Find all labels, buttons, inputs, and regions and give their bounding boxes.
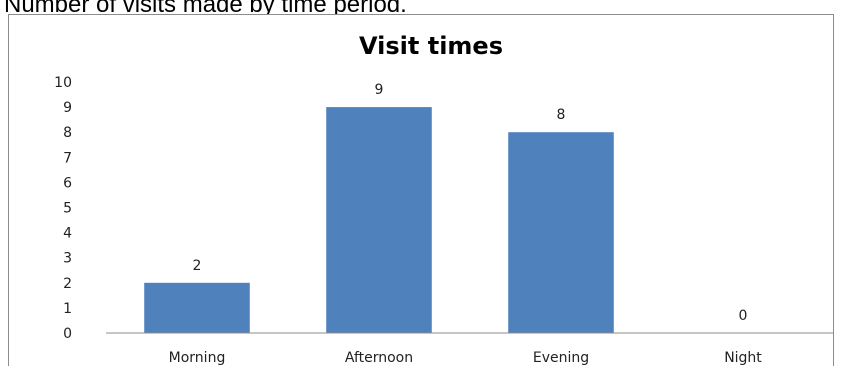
y-tick-label: 5 bbox=[63, 201, 72, 217]
y-axis: 0 1 2 3 4 5 6 7 8 9 10 bbox=[54, 75, 72, 342]
y-tick-label: 1 bbox=[63, 301, 72, 317]
y-tick-label: 9 bbox=[63, 100, 72, 116]
y-tick-label: 2 bbox=[63, 276, 72, 292]
chart-title: Visit times bbox=[359, 32, 503, 60]
y-tick-label: 6 bbox=[63, 175, 72, 191]
data-label-evening: 8 bbox=[557, 107, 566, 123]
bar-evening bbox=[508, 132, 614, 333]
y-tick-label: 8 bbox=[63, 125, 72, 141]
data-labels: 2 9 8 0 bbox=[193, 82, 748, 324]
data-label-afternoon: 9 bbox=[375, 82, 384, 98]
y-tick-label: 7 bbox=[63, 150, 72, 166]
data-label-morning: 2 bbox=[193, 258, 202, 274]
x-tick-label-morning: Morning bbox=[169, 350, 226, 366]
x-tick-label-afternoon: Afternoon bbox=[345, 350, 413, 366]
x-axis: Morning Afternoon Evening Night bbox=[169, 350, 763, 366]
y-tick-label: 3 bbox=[63, 251, 72, 267]
y-tick-label: 10 bbox=[54, 75, 72, 91]
x-tick-label-night: Night bbox=[724, 350, 762, 366]
bar-morning bbox=[144, 282, 250, 333]
data-label-night: 0 bbox=[739, 308, 748, 324]
bars bbox=[144, 107, 614, 333]
x-tick-label-evening: Evening bbox=[533, 350, 589, 366]
bar-afternoon bbox=[326, 107, 432, 333]
figure-caption: Number of visits made by time period. bbox=[4, 0, 407, 18]
y-tick-label: 4 bbox=[63, 226, 72, 242]
y-tick-label: 0 bbox=[63, 326, 72, 342]
